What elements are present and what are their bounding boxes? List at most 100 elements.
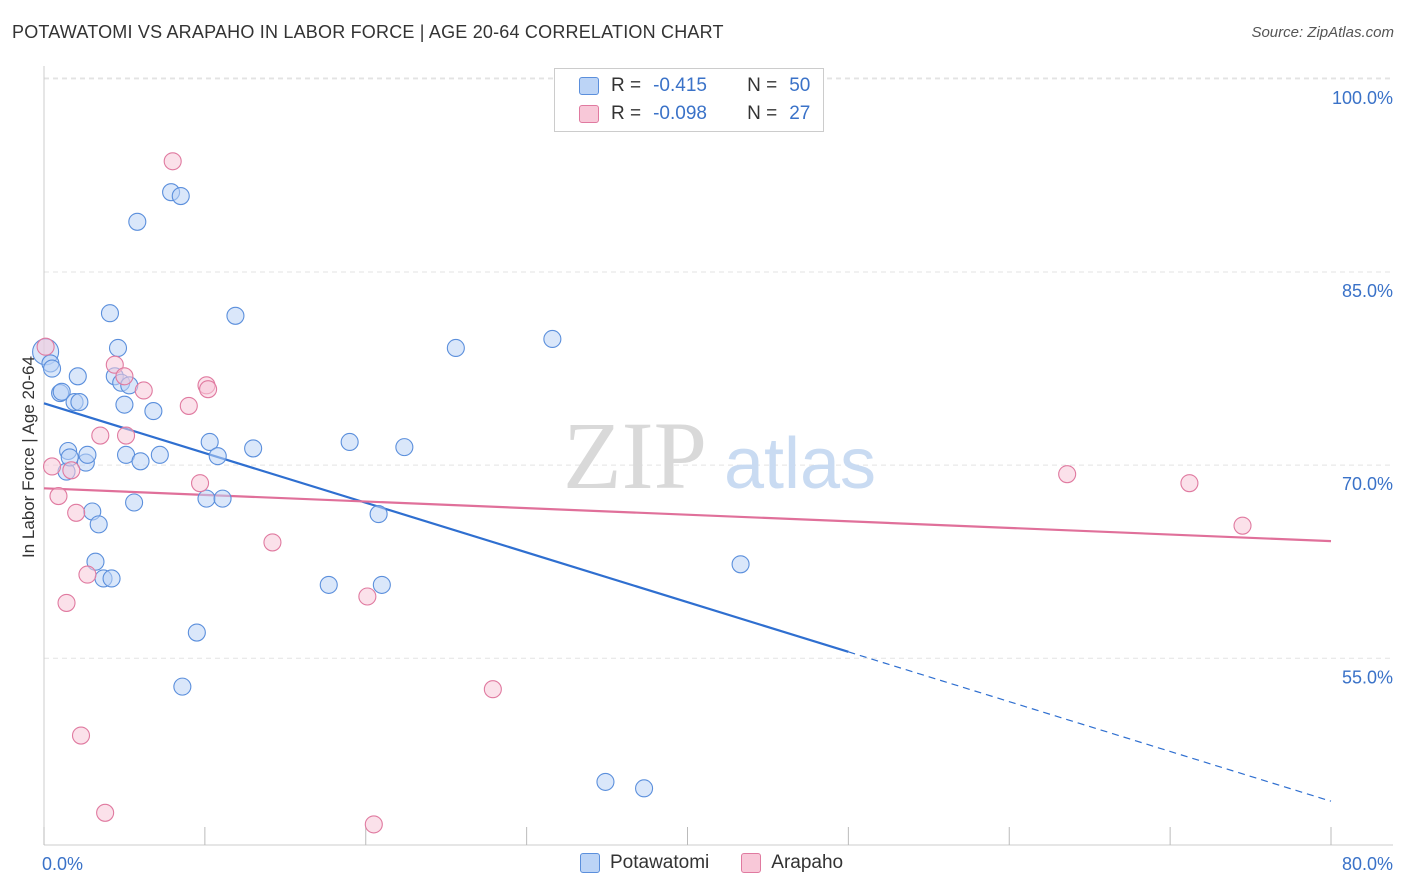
point-potawatomi: [244, 439, 263, 458]
point-arapaho: [199, 380, 218, 399]
legend-swatch-potawatomi: [579, 77, 599, 95]
trend-layer: [43, 402, 1332, 802]
point-potawatomi: [102, 569, 121, 588]
legend-n-label: N =: [747, 75, 778, 96]
bottom-legend-item-potawatomi: Potawatomi: [580, 852, 709, 874]
point-potawatomi: [197, 489, 216, 508]
point-potawatomi: [150, 445, 169, 464]
y-tick-label: 70.0%: [1342, 474, 1393, 494]
axis-layer: 55.0% 70.0% 85.0% 100.0%: [43, 66, 1393, 846]
point-potawatomi: [42, 359, 62, 378]
bottom-legend-swatch-potawatomi: [580, 853, 600, 873]
point-potawatomi: [319, 575, 338, 594]
point-potawatomi: [128, 212, 147, 231]
point-arapaho: [358, 587, 377, 606]
trend-line-potawatomi: [43, 402, 849, 653]
point-potawatomi: [171, 186, 190, 206]
point-potawatomi: [115, 395, 134, 414]
point-arapaho: [263, 533, 282, 552]
point-potawatomi: [731, 555, 750, 574]
point-arapaho: [134, 381, 153, 400]
bottom-legend-item-arapaho: Arapaho: [741, 852, 843, 874]
legend-swatch-arapaho: [579, 105, 599, 123]
point-arapaho: [163, 152, 182, 171]
legend-r-label: R =: [611, 75, 642, 96]
point-arapaho: [1180, 474, 1199, 493]
legend-r-value-potawatomi: -0.415: [653, 75, 707, 96]
bottom-legend: Potawatomi Arapaho: [580, 852, 875, 874]
point-arapaho: [57, 593, 76, 612]
watermark-zip: ZIP: [563, 402, 707, 509]
point-arapaho: [179, 396, 198, 415]
watermark-atlas: atlas: [724, 424, 876, 504]
point-arapaho: [483, 680, 502, 699]
point-potawatomi: [68, 367, 87, 386]
point-potawatomi: [70, 393, 89, 412]
legend-box: R = -0.415 N = 50 R = -0.098 N = 27: [554, 68, 824, 132]
point-arapaho: [71, 726, 91, 745]
point-arapaho: [42, 457, 62, 476]
point-arapaho: [36, 337, 55, 356]
point-arapaho: [67, 503, 86, 522]
legend-r-label: R =: [611, 103, 642, 124]
y-tick-label: 100.0%: [1332, 88, 1393, 108]
points-layer: [32, 152, 1252, 834]
x-tick-label-max: 80.0%: [1342, 854, 1393, 874]
point-potawatomi: [596, 772, 615, 791]
y-tick-label: 85.0%: [1342, 281, 1393, 301]
point-potawatomi: [89, 515, 108, 534]
grid-layer: [44, 77, 1393, 659]
point-arapaho: [1058, 465, 1077, 484]
point-potawatomi: [369, 505, 388, 524]
point-potawatomi: [108, 338, 128, 358]
point-arapaho: [96, 803, 115, 822]
point-potawatomi: [340, 432, 359, 452]
y-tick-label: 55.0%: [1342, 667, 1393, 687]
watermark: ZIP atlas: [563, 402, 876, 509]
point-arapaho: [115, 367, 134, 386]
point-arapaho: [105, 355, 124, 374]
point-potawatomi: [86, 552, 105, 571]
point-potawatomi: [226, 306, 245, 325]
point-potawatomi: [372, 575, 391, 594]
legend-row-arapaho: R = -0.098 N = 27: [579, 101, 810, 127]
point-arapaho: [1233, 516, 1252, 535]
legend-n-value-arapaho: 27: [789, 103, 811, 124]
chart-title: POTAWATOMI VS ARAPAHO IN LABOR FORCE | A…: [12, 22, 724, 42]
legend-row-potawatomi: R = -0.415 N = 50: [579, 73, 810, 99]
bottom-legend-label-arapaho: Arapaho: [771, 852, 844, 873]
point-arapaho: [62, 461, 81, 480]
x-tick-label-min: 0.0%: [42, 854, 83, 874]
point-potawatomi: [78, 445, 97, 464]
point-potawatomi: [187, 623, 206, 642]
point-potawatomi: [100, 304, 120, 323]
point-potawatomi: [635, 779, 654, 798]
point-potawatomi: [131, 452, 150, 471]
chart-source: Source: ZipAtlas.com: [1251, 24, 1394, 41]
legend-r-value-arapaho: -0.098: [653, 103, 707, 124]
point-potawatomi: [200, 432, 219, 452]
legend-n-value-potawatomi: 50: [789, 75, 811, 96]
point-potawatomi: [144, 402, 163, 421]
point-potawatomi: [446, 338, 465, 358]
point-arapaho: [116, 426, 136, 445]
trend-line-extension-potawatomi: [848, 651, 1332, 802]
point-potawatomi: [52, 382, 71, 401]
bottom-legend-label-potawatomi: Potawatomi: [610, 852, 710, 873]
point-potawatomi: [395, 438, 414, 457]
point-arapaho: [190, 474, 210, 493]
point-potawatomi: [173, 677, 192, 696]
point-arapaho: [364, 815, 383, 834]
bottom-legend-swatch-arapaho: [741, 853, 762, 873]
point-arapaho: [49, 487, 68, 506]
y-axis-label: In Labor Force | Age 20-64: [19, 356, 38, 558]
trend-line-arapaho: [43, 487, 1332, 543]
point-potawatomi: [125, 493, 144, 512]
point-arapaho: [91, 426, 110, 445]
point-potawatomi: [208, 447, 227, 466]
point-arapaho: [78, 565, 97, 584]
point-potawatomi: [213, 489, 232, 508]
point-potawatomi: [543, 329, 562, 349]
legend-n-label: N =: [747, 103, 778, 124]
